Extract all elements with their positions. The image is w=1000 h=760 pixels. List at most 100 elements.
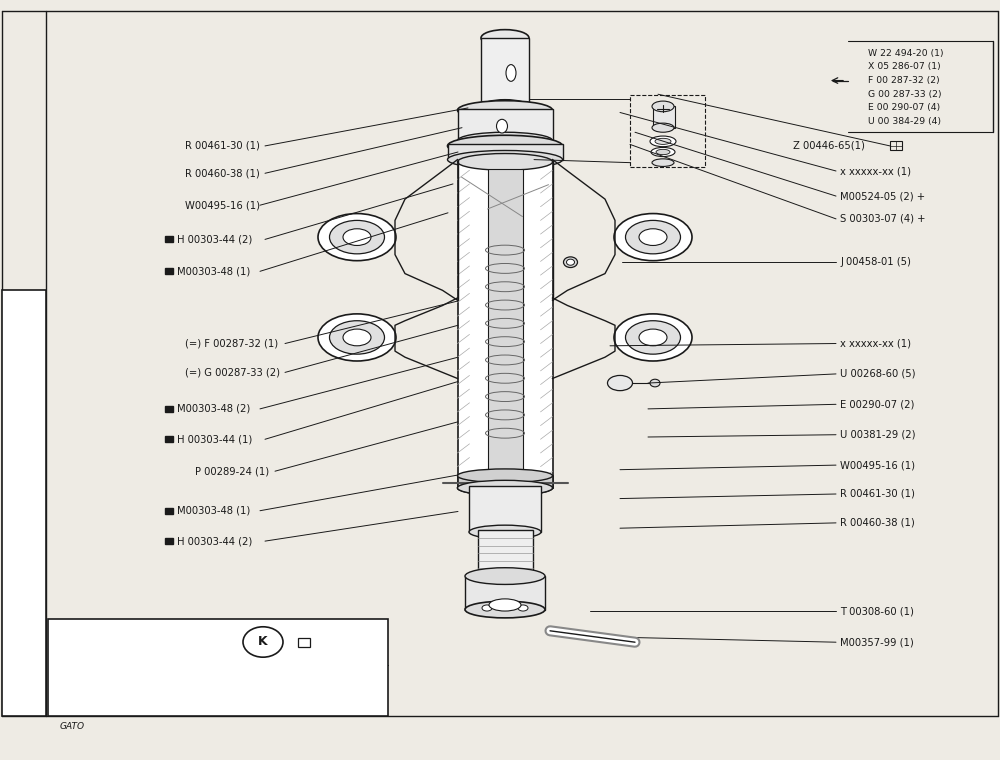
Ellipse shape <box>564 257 578 268</box>
Ellipse shape <box>652 123 674 132</box>
Text: x xxxxx-xx (1): x xxxxx-xx (1) <box>840 166 911 176</box>
Ellipse shape <box>465 601 545 618</box>
Ellipse shape <box>469 525 541 539</box>
Text: E 00290-07 (2): E 00290-07 (2) <box>840 399 914 410</box>
Text: (=) F 00287-32 (1): (=) F 00287-32 (1) <box>185 338 278 349</box>
Bar <box>653 106 675 128</box>
Ellipse shape <box>458 481 552 495</box>
Bar <box>458 162 552 488</box>
Text: G 00 287-33 (2): G 00 287-33 (2) <box>868 90 942 99</box>
Ellipse shape <box>469 572 541 584</box>
Ellipse shape <box>652 159 674 166</box>
Text: T 00308-60 (1): T 00308-60 (1) <box>840 606 914 616</box>
Text: (=) G 00287-33 (2): (=) G 00287-33 (2) <box>185 367 280 378</box>
Bar <box>469 486 541 532</box>
Text: H 00303-44 (2): H 00303-44 (2) <box>177 536 252 546</box>
Text: 6 - 75: 6 - 75 <box>20 660 28 686</box>
Text: R 00460-38 (1): R 00460-38 (1) <box>185 168 260 179</box>
Ellipse shape <box>448 135 562 157</box>
Ellipse shape <box>458 480 552 496</box>
Ellipse shape <box>481 30 529 46</box>
Ellipse shape <box>458 132 552 149</box>
Bar <box>890 141 902 150</box>
Ellipse shape <box>614 214 692 261</box>
Ellipse shape <box>465 568 545 584</box>
Bar <box>298 638 310 648</box>
Ellipse shape <box>318 314 396 361</box>
Text: R 00461-30 (1): R 00461-30 (1) <box>185 141 260 151</box>
Ellipse shape <box>614 314 692 361</box>
Ellipse shape <box>652 101 674 112</box>
Ellipse shape <box>330 220 384 254</box>
Ellipse shape <box>343 329 371 346</box>
Text: U 00 384-29 (4): U 00 384-29 (4) <box>868 117 941 126</box>
Ellipse shape <box>608 375 633 391</box>
Ellipse shape <box>656 149 670 155</box>
Ellipse shape <box>482 605 492 611</box>
Ellipse shape <box>318 214 396 261</box>
Text: x xxxxx-xx (1): x xxxxx-xx (1) <box>840 338 911 349</box>
Ellipse shape <box>650 136 676 147</box>
Ellipse shape <box>566 259 574 265</box>
Text: F 00 287-32 (2): F 00 287-32 (2) <box>868 76 940 85</box>
Bar <box>2 290 46 716</box>
Bar <box>458 109 552 141</box>
Ellipse shape <box>639 229 667 245</box>
Text: M00524-05 (2) +: M00524-05 (2) + <box>840 191 925 201</box>
Text: R 00460-38 (1): R 00460-38 (1) <box>840 518 915 528</box>
Text: H 00303-44 (1): H 00303-44 (1) <box>177 434 252 445</box>
Ellipse shape <box>626 321 680 354</box>
Text: Z 00446-65(1): Z 00446-65(1) <box>793 141 865 151</box>
Text: U 05 460-61: U 05 460-61 <box>314 637 376 647</box>
Text: M00303-48 (1): M00303-48 (1) <box>177 505 250 516</box>
Bar <box>481 38 529 106</box>
Bar <box>48 619 388 716</box>
Ellipse shape <box>496 119 508 133</box>
Bar <box>448 144 562 160</box>
Ellipse shape <box>448 150 562 169</box>
Text: X 05 286-07 (1): X 05 286-07 (1) <box>868 62 941 71</box>
Text: W00495-16 (1): W00495-16 (1) <box>185 200 260 211</box>
Ellipse shape <box>343 229 371 245</box>
Text: J 00458-01 (5): J 00458-01 (5) <box>840 257 911 268</box>
Text: HJ30 A01.0: HJ30 A01.0 <box>16 435 32 529</box>
Text: CYLINDER: CYLINDER <box>60 692 105 700</box>
Text: M00357-99 (1): M00357-99 (1) <box>840 637 914 648</box>
Text: ZYLINDER  90x110x90  C 300: ZYLINDER 90x110x90 C 300 <box>60 707 194 715</box>
Bar <box>458 476 552 488</box>
Text: M00303-48 (2): M00303-48 (2) <box>177 404 250 414</box>
Ellipse shape <box>458 480 552 496</box>
Bar <box>478 530 532 578</box>
Text: S 00303-07 (4) +: S 00303-07 (4) + <box>840 214 926 224</box>
Bar <box>465 576 545 610</box>
Ellipse shape <box>458 101 552 120</box>
Ellipse shape <box>458 154 552 170</box>
Bar <box>488 169 522 480</box>
Circle shape <box>243 627 283 657</box>
Text: U 00381-29 (2): U 00381-29 (2) <box>840 429 916 440</box>
Text: K: K <box>258 635 268 648</box>
Text: E 00 290-07 (4): E 00 290-07 (4) <box>868 103 940 112</box>
Bar <box>165 236 173 242</box>
Bar <box>165 538 173 544</box>
Text: VERIN: VERIN <box>60 674 96 684</box>
Ellipse shape <box>518 605 528 611</box>
Text: W 22 494-20 (1): W 22 494-20 (1) <box>868 49 944 58</box>
Ellipse shape <box>651 147 675 157</box>
Ellipse shape <box>330 321 384 354</box>
Text: U 00268-60 (5): U 00268-60 (5) <box>840 369 916 379</box>
Text: U 00  467-08: U 00 467-08 <box>56 635 165 650</box>
Bar <box>165 406 173 412</box>
Text: P 00289-24 (1): P 00289-24 (1) <box>195 466 269 477</box>
Ellipse shape <box>639 329 667 346</box>
Ellipse shape <box>506 65 516 81</box>
Bar <box>165 508 173 514</box>
Text: GATO: GATO <box>60 722 85 730</box>
Ellipse shape <box>650 379 660 387</box>
Text: M00303-48 (1): M00303-48 (1) <box>177 266 250 277</box>
Text: H 00303-44 (2): H 00303-44 (2) <box>177 234 252 245</box>
Text: R 00461-30 (1): R 00461-30 (1) <box>840 489 915 499</box>
Bar <box>630 95 705 167</box>
Bar <box>165 268 173 274</box>
Ellipse shape <box>655 138 671 144</box>
